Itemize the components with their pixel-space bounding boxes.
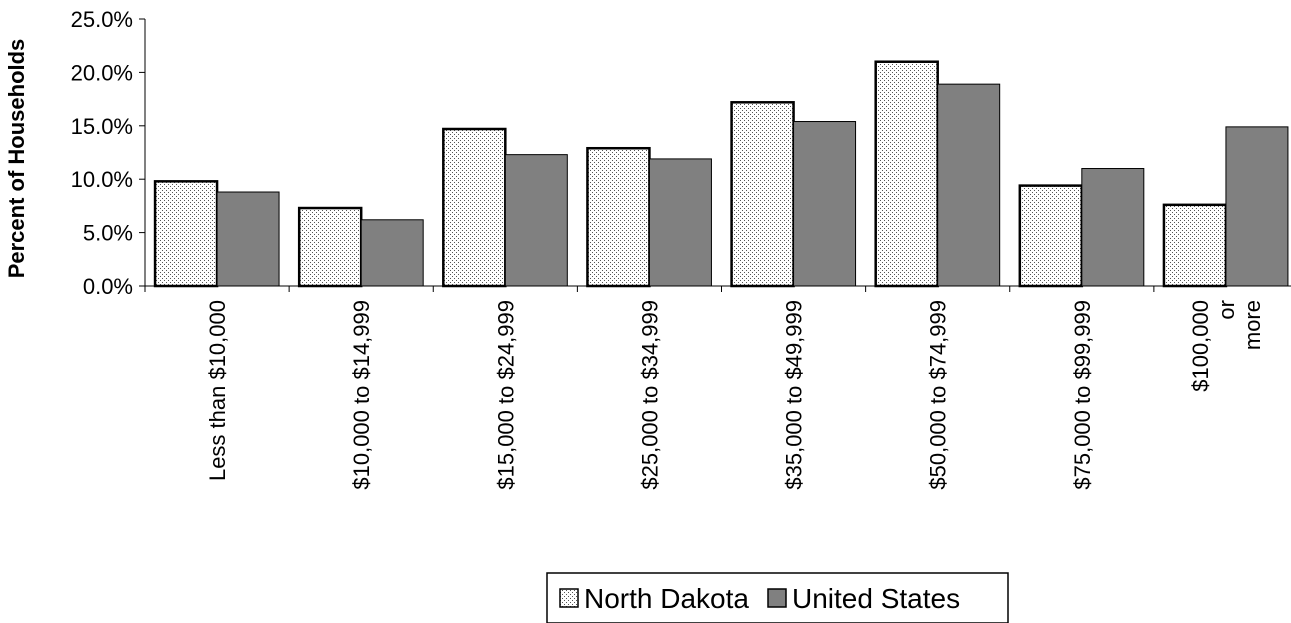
bar-north-dakota — [1162, 203, 1228, 288]
bar-north-dakota — [730, 101, 795, 288]
bar-north-dakota — [1018, 184, 1084, 288]
labels: 0.0% 5.0% 10.0% 15.0% 20.0% 25.0% Percent of H… — [4, 7, 1265, 490]
x-category-label: more — [1240, 300, 1265, 350]
bar-united-states — [937, 83, 1001, 287]
x-category-label: Less than $10,000 — [205, 300, 230, 481]
x-category-label: $75,000 to $99,999 — [1070, 300, 1095, 490]
legend-swatch — [559, 588, 579, 608]
x-category-label: or — [1214, 300, 1239, 320]
x-category-label: $10,000 to $14,999 — [349, 300, 374, 490]
bar-united-states — [648, 158, 712, 287]
x-category-label: $100,000 — [1188, 300, 1213, 392]
x-category-label: $50,000 to $74,999 — [926, 300, 951, 490]
bars — [153, 60, 1289, 288]
bar-united-states — [793, 121, 857, 287]
bar-north-dakota — [442, 127, 507, 288]
x-category-label: $35,000 to $49,999 — [782, 300, 807, 490]
y-tick-label: 0.0% — [83, 274, 133, 299]
legend-label: North Dakota — [584, 583, 749, 614]
y-tick-label: 20.0% — [71, 60, 133, 85]
y-tick-label: 25.0% — [71, 7, 133, 32]
bar-north-dakota — [297, 206, 363, 288]
bar-united-states — [216, 191, 280, 287]
legend: North Dakota United States — [546, 572, 1009, 623]
y-tick-label: 10.0% — [71, 167, 133, 192]
x-category-label: $15,000 to $24,999 — [493, 300, 518, 490]
legend-swatch — [767, 588, 787, 608]
bar-united-states — [1081, 168, 1145, 287]
y-tick-label: 5.0% — [83, 221, 133, 246]
y-tick-label: 15.0% — [71, 114, 133, 139]
legend-label: United States — [792, 583, 960, 614]
bar-north-dakota — [874, 60, 939, 288]
bar-united-states — [1225, 126, 1289, 287]
bar-united-states — [360, 219, 424, 287]
x-category-label: $25,000 to $34,999 — [637, 300, 662, 490]
y-axis-label: Percent of Households — [4, 39, 29, 279]
bar-united-states — [504, 154, 568, 287]
bar-north-dakota — [586, 146, 651, 288]
bar-north-dakota — [153, 180, 219, 288]
